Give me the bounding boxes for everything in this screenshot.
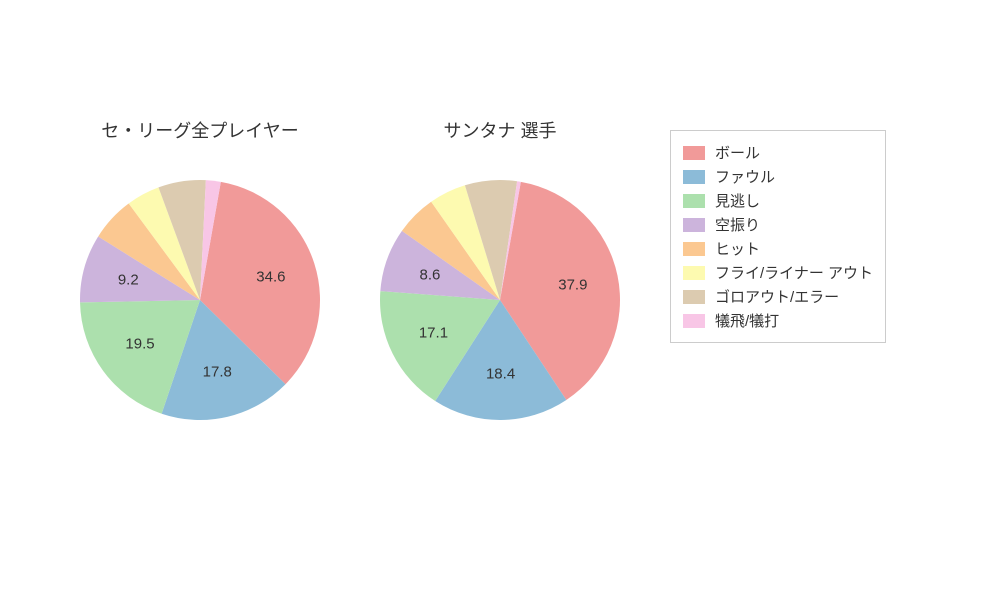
legend-label-sac: 犠飛/犠打	[715, 310, 779, 331]
legend-item-ball: ボール	[683, 142, 873, 163]
legend-item-flyliner: フライ/ライナー アウト	[683, 262, 873, 283]
chart-container: セ・リーグ全プレイヤー サンタナ 選手 34.6 17.8 19.5 9.2 37.9 18…	[0, 0, 1000, 600]
slice-label-foul: 17.8	[203, 364, 232, 381]
legend-label-look: 見逃し	[715, 190, 760, 211]
slice-label-look: 19.5	[125, 336, 154, 353]
legend-item-hit: ヒット	[683, 238, 873, 259]
legend-swatch-flyliner	[683, 266, 705, 280]
legend-swatch-hit	[683, 242, 705, 256]
slice-label-look: 17.1	[419, 325, 448, 342]
legend-item-foul: ファウル	[683, 166, 873, 187]
legend-swatch-ball	[683, 146, 705, 160]
pie-title: セ・リーグ全プレイヤー	[101, 117, 298, 143]
legend-label-ball: ボール	[715, 142, 760, 163]
slice-label-ball: 37.9	[558, 276, 587, 293]
legend-item-groundout: ゴロアウト/エラー	[683, 286, 873, 307]
legend-item-swing: 空振り	[683, 214, 873, 235]
legend-swatch-groundout	[683, 290, 705, 304]
slice-label-foul: 18.4	[486, 366, 515, 383]
slice-label-swing: 8.6	[420, 266, 441, 283]
pie-title: サンタナ 選手	[443, 117, 556, 143]
legend-label-groundout: ゴロアウト/エラー	[715, 286, 839, 307]
legend-swatch-swing	[683, 218, 705, 232]
legend: ボールファウル見逃し空振りヒットフライ/ライナー アウトゴロアウト/エラー犠飛/…	[670, 130, 886, 343]
legend-label-hit: ヒット	[715, 238, 760, 259]
legend-item-sac: 犠飛/犠打	[683, 310, 873, 331]
legend-label-swing: 空振り	[715, 214, 760, 235]
legend-label-flyliner: フライ/ライナー アウト	[715, 262, 873, 283]
legend-item-look: 見逃し	[683, 190, 873, 211]
legend-swatch-sac	[683, 314, 705, 328]
slice-label-swing: 9.2	[118, 272, 139, 289]
legend-label-foul: ファウル	[715, 166, 775, 187]
slice-label-ball: 34.6	[256, 269, 285, 286]
legend-swatch-look	[683, 194, 705, 208]
legend-swatch-foul	[683, 170, 705, 184]
